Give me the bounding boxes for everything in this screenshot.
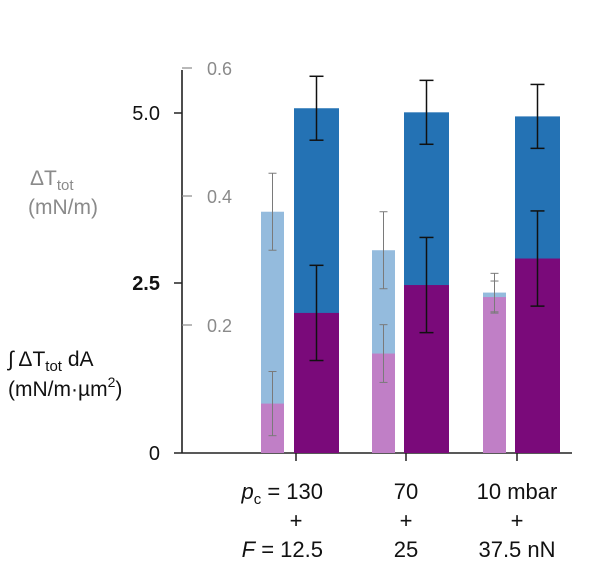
x-label-1-line1: 70 bbox=[394, 479, 418, 504]
left-tick-label-2: 5.0 bbox=[132, 103, 160, 125]
errorbar-dtot-total-1 bbox=[379, 211, 388, 290]
bar-dtot-total-0 bbox=[261, 211, 284, 453]
right-axis-label-line2: (mN/m) bbox=[28, 196, 98, 219]
errorbar-integral-component-0 bbox=[309, 264, 324, 362]
errorbar-integral-total-0 bbox=[309, 75, 324, 141]
left-tick-label-1: 2.5 bbox=[132, 273, 160, 295]
x-label-0-line1: pc = 130 bbox=[240, 479, 323, 508]
errorbar-integral-total-1 bbox=[419, 79, 434, 146]
left-tick-label-0: 0 bbox=[149, 443, 160, 465]
errorbar-dtot-component-1 bbox=[379, 324, 388, 383]
right-tick-label-1: 0.4 bbox=[207, 187, 232, 207]
left-axis-label-line2: (mN/m·µm2) bbox=[8, 374, 122, 401]
x-label-0-plus: + bbox=[290, 508, 303, 533]
errorbar-dtot-component-2 bbox=[490, 280, 499, 314]
errorbar-integral-component-2 bbox=[530, 210, 545, 307]
right-tick-label-2: 0.6 bbox=[207, 59, 232, 79]
errorbar-dtot-component-0 bbox=[268, 371, 277, 437]
right-tick-label-0: 0.2 bbox=[207, 316, 232, 336]
right-axis-label-line1: ΔTtot bbox=[30, 167, 74, 194]
x-label-2-line1: 10 mbar bbox=[477, 479, 558, 504]
bar-dtot-component-1 bbox=[372, 353, 395, 453]
errorbar-dtot-total-0 bbox=[268, 172, 277, 251]
x-label-2-line3: 37.5 nN bbox=[478, 537, 555, 562]
bars-group bbox=[261, 75, 560, 454]
bar-dtot-component-2 bbox=[483, 297, 506, 453]
x-label-1-line3: 25 bbox=[394, 537, 418, 562]
left-axis-label-line1: ∫ ΔTtot dA bbox=[7, 348, 94, 375]
errorbar-integral-component-1 bbox=[419, 236, 434, 334]
x-label-2-plus: + bbox=[511, 508, 524, 533]
x-label-1-plus: + bbox=[400, 508, 413, 533]
errorbar-integral-total-2 bbox=[530, 83, 545, 150]
x-label-0-line3: F = 12.5 bbox=[242, 537, 323, 562]
